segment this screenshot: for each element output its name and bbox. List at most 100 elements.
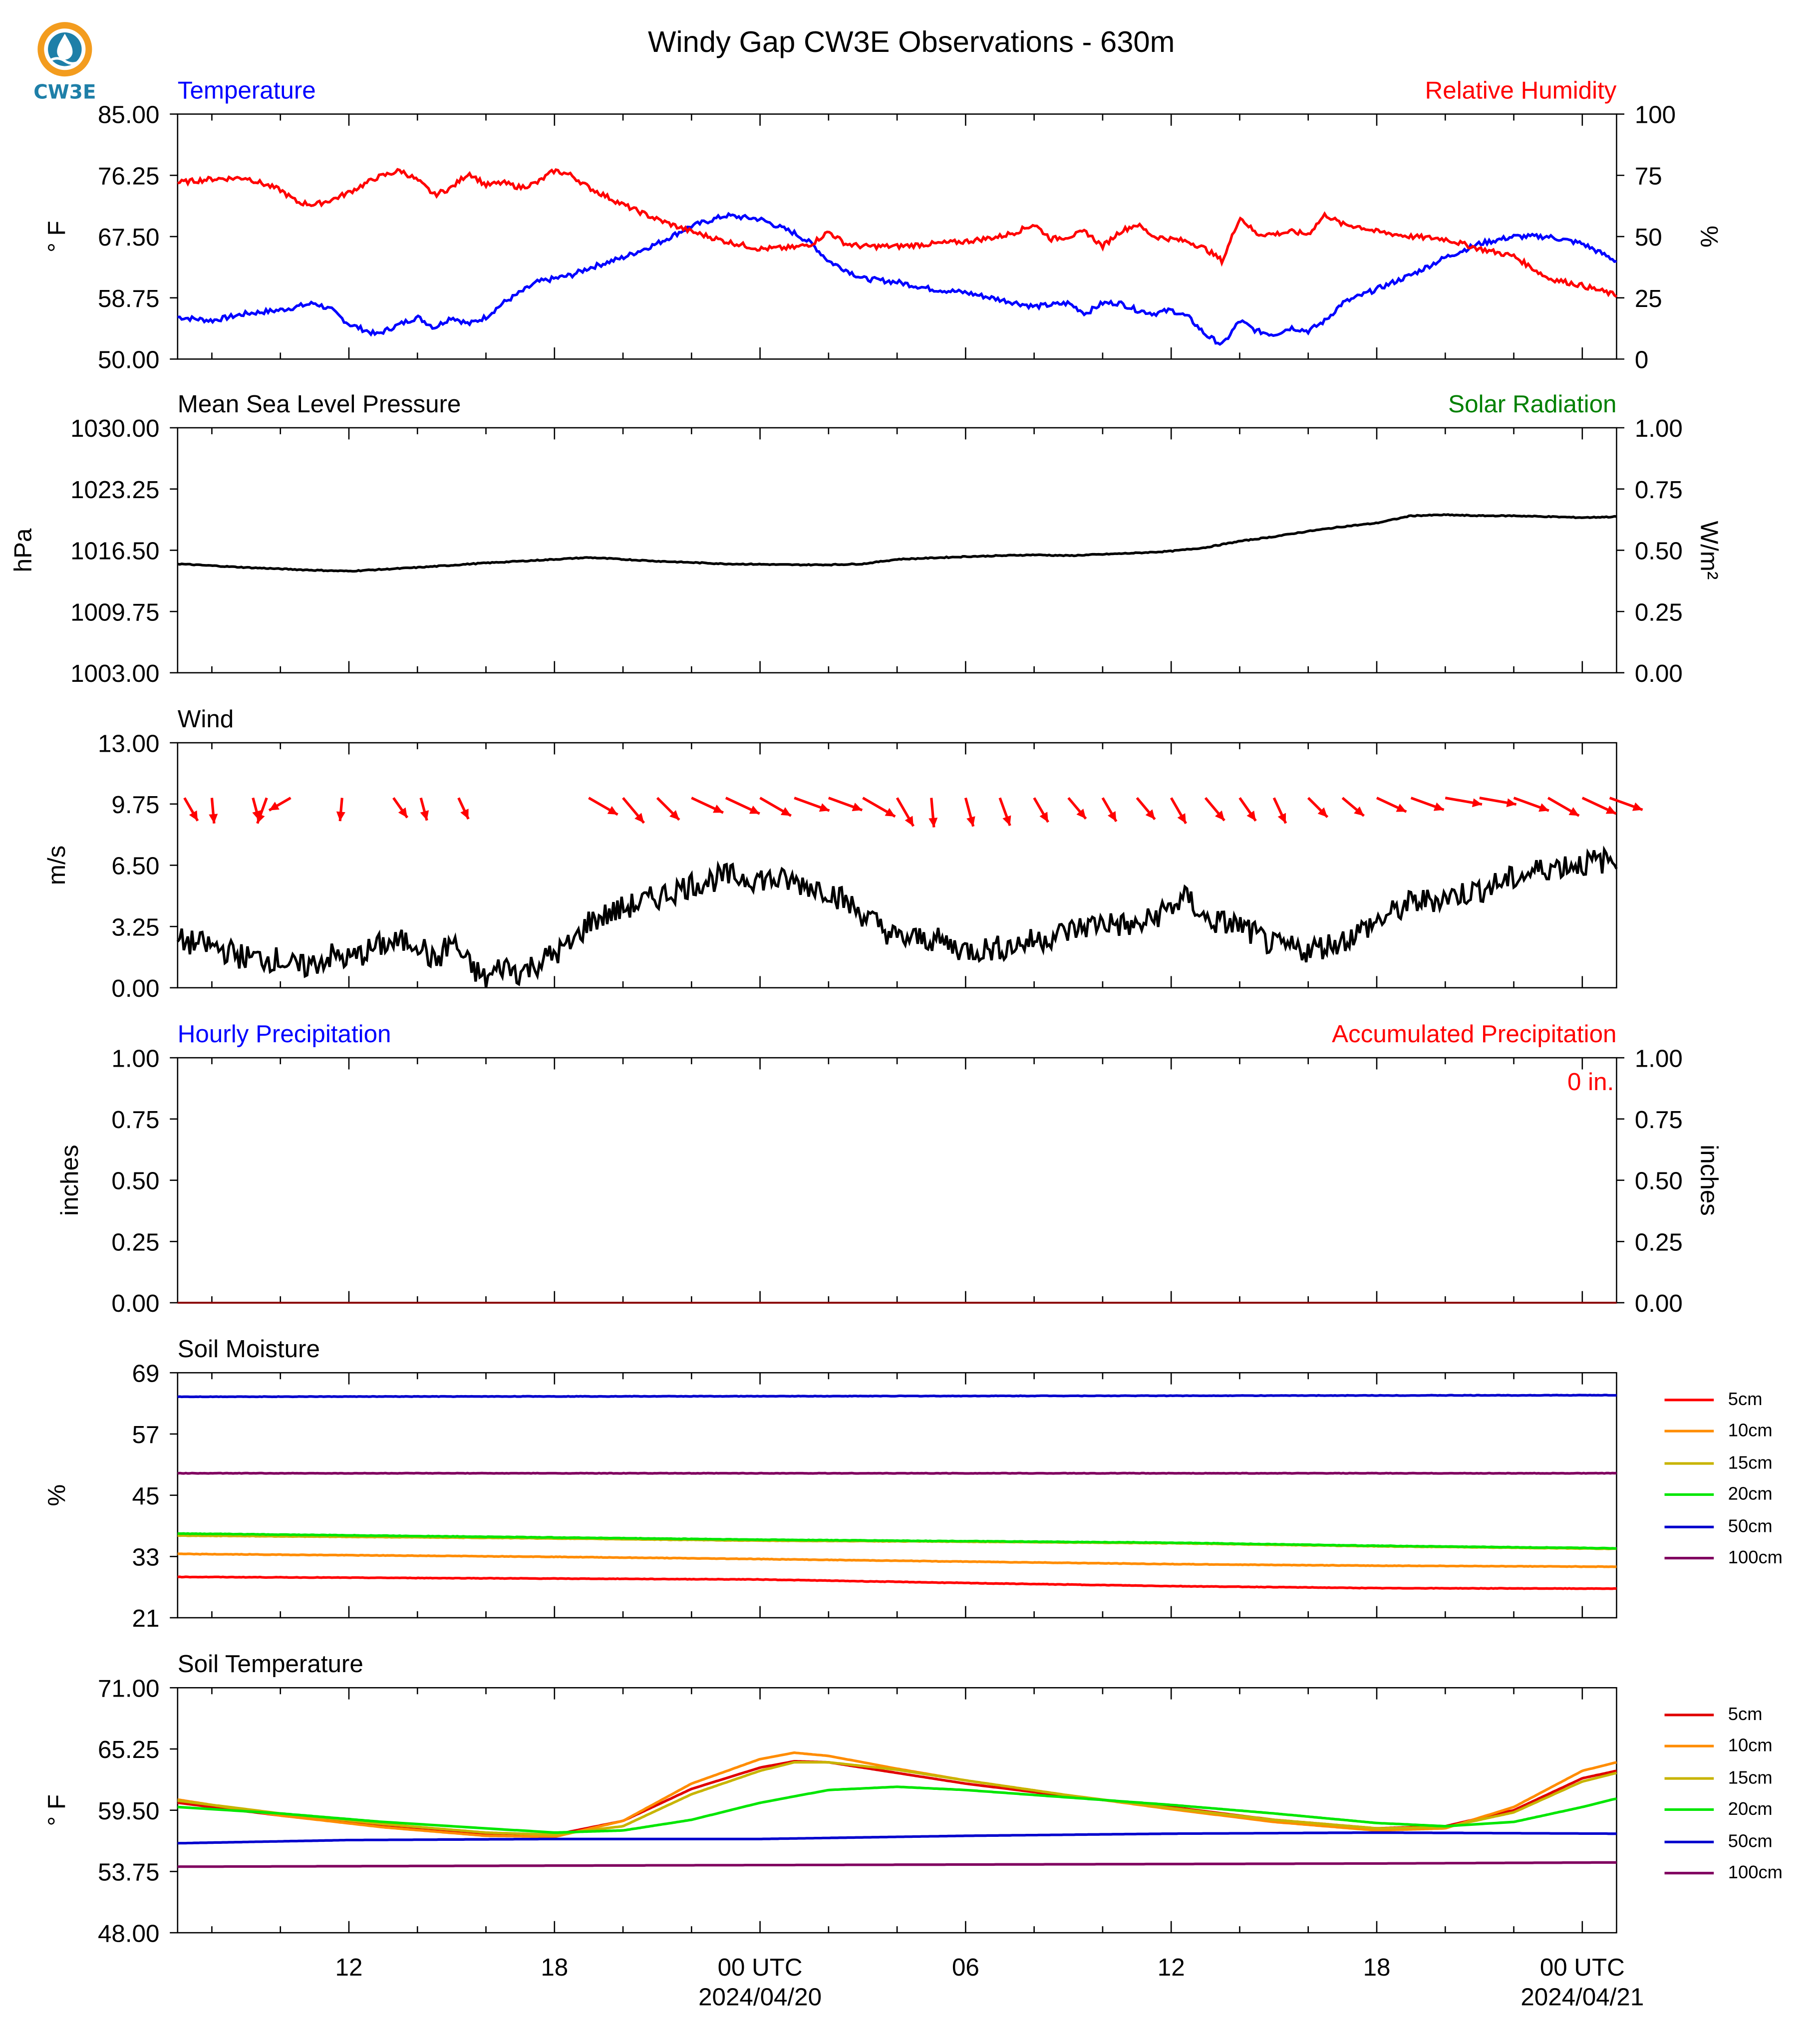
wind-arrow [759, 797, 792, 817]
wind-arrow-head [420, 810, 429, 821]
y-axis-label: ° F [43, 1794, 70, 1826]
series-line [176, 845, 1618, 988]
panel-title-left: Mean Sea Level Pressure [178, 390, 461, 418]
y-tick-label: 65.25 [98, 1736, 159, 1763]
y-tick-label: 3.25 [111, 913, 159, 941]
y2-tick-label: 0.75 [1635, 476, 1683, 504]
wind-arrow-head [1214, 810, 1224, 821]
y-tick-label: 1009.75 [70, 598, 159, 626]
wind-arrow [1101, 797, 1118, 823]
series-line [177, 1831, 1617, 1845]
wind-arrow [1445, 796, 1483, 808]
panel-title-left: Soil Temperature [178, 1650, 363, 1678]
legend-label: 20cm [1728, 1798, 1773, 1819]
legend-swatch [1664, 1808, 1714, 1811]
panel-title-left: Hourly Precipitation [178, 1020, 391, 1048]
y-tick-label: 69 [132, 1360, 160, 1387]
x-tick-label: 00 UTC [1540, 1954, 1625, 1981]
wind-arrow-head [269, 802, 280, 811]
x-tick-label: 06 [952, 1954, 979, 1981]
y-tick-label: 1023.25 [70, 476, 159, 504]
plot-frame [177, 1687, 1617, 1934]
y-tick-label: 1030.00 [70, 415, 159, 442]
wind-arrow-head [1002, 815, 1011, 826]
y-tick-label: 45 [132, 1482, 160, 1510]
wind-arrow [896, 797, 915, 827]
panel-soil_temperature [170, 1687, 1617, 1934]
legend-label: 50cm [1728, 1514, 1773, 1536]
y-axis-label: ° F [43, 221, 70, 253]
y-tick-label: 85.00 [98, 101, 159, 129]
wind-arrow [794, 797, 830, 812]
y-tick-label: 33 [132, 1544, 160, 1571]
wind-arrow [828, 797, 863, 812]
legend-swatch [1664, 1399, 1714, 1402]
y2-tick-label: 1.00 [1635, 1045, 1683, 1072]
wind-arrow-head [1076, 809, 1086, 819]
wind-arrow [209, 798, 218, 824]
y-tick-label: 71.00 [98, 1675, 159, 1702]
wind-arrow-head [669, 810, 679, 820]
wind-arrow [1341, 797, 1365, 817]
wind-arrow-head [1538, 803, 1549, 812]
series-line [177, 1532, 1617, 1550]
x-tick-label: 18 [541, 1954, 568, 1981]
series-line [177, 513, 1617, 573]
wind-arrow-head [1568, 807, 1579, 816]
wind-arrow [622, 797, 645, 824]
chart-title: Windy Gap CW3E Observations - 630m [648, 25, 1175, 58]
wind-arrow [1272, 797, 1287, 824]
y-tick-label: 0.00 [111, 975, 159, 1002]
series-line [177, 212, 1617, 346]
y2-tick-label: 0.75 [1635, 1106, 1683, 1134]
wind-arrow [1410, 797, 1445, 811]
legend-swatch [1664, 1493, 1714, 1496]
x-date-label: 2024/04/21 [1520, 1984, 1644, 2011]
series-line [177, 1552, 1617, 1568]
wind-arrow [588, 797, 618, 816]
wind-arrow-head [1605, 806, 1616, 814]
y-tick-label: 67.50 [98, 224, 159, 251]
plot-frame [177, 1057, 1617, 1304]
plot-frame [177, 427, 1617, 674]
y-tick-label: 59.50 [98, 1797, 159, 1825]
y-tick-label: 1016.50 [70, 538, 159, 565]
y2-tick-label: 0.50 [1635, 538, 1683, 565]
series-line [177, 1861, 1617, 1868]
legend-swatch [1664, 1871, 1714, 1875]
x-tick-label: 12 [1158, 1954, 1185, 1981]
wind-arrow [183, 797, 199, 822]
wind-arrow-head [749, 806, 760, 814]
wind-arrow [656, 797, 680, 821]
legend-swatch [1664, 1525, 1714, 1528]
wind-arrow-head [1317, 807, 1328, 818]
y-tick-label: 76.25 [98, 162, 159, 190]
wind-arrow [1136, 797, 1156, 821]
legend-label: 100cm [1728, 1546, 1783, 1567]
wind-arrow [1307, 797, 1329, 818]
panel-soil_moisture [170, 1372, 1617, 1619]
legend-swatch [1664, 1776, 1714, 1780]
panel-title-right: Relative Humidity [1425, 76, 1617, 104]
legend-label: 20cm [1728, 1483, 1773, 1504]
wind-arrow-head [460, 809, 469, 819]
wind-arrow-head [256, 813, 265, 824]
wind-arrow-head [336, 811, 345, 822]
panel-title-left: Soil Moisture [178, 1335, 320, 1363]
wind-arrow [392, 797, 409, 819]
wind-arrow [725, 797, 760, 815]
wind-arrow [1067, 797, 1087, 820]
panel-title-right: Solar Radiation [1448, 390, 1616, 418]
wind-arrow [1609, 797, 1643, 811]
series-line [177, 1575, 1617, 1590]
y-axis-label: m/s [43, 846, 70, 885]
panel-pressure [170, 427, 1625, 674]
wind-arrow [268, 797, 292, 812]
wind-arrow-head [1632, 802, 1643, 811]
wind-arrow [998, 797, 1011, 827]
wind-arrow-head [928, 818, 938, 828]
wind-arrow [419, 797, 429, 821]
legend-label: 5cm [1728, 1703, 1763, 1725]
plot-frame [177, 742, 1617, 989]
